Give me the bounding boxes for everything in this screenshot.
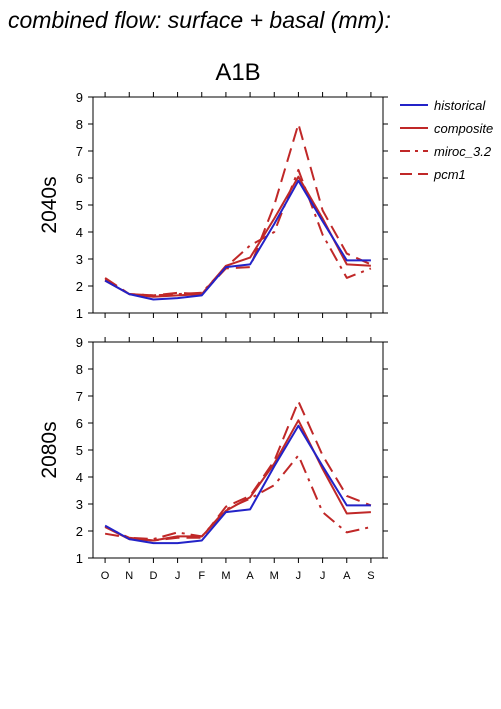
- x-tick-label: F: [198, 570, 205, 582]
- series-line-miroc-3-2: [104, 168, 372, 297]
- panel-2040s: 1 2 3 4 5 6 7 8 9 2040s: [38, 90, 388, 321]
- x-tick-label: N: [125, 570, 133, 582]
- plot-frame: [92, 96, 384, 314]
- y-tick-label: 8: [76, 362, 83, 377]
- x-tick-label: A: [343, 570, 351, 582]
- x-tick-label: A: [246, 570, 254, 582]
- series-line-pcm1: [104, 123, 372, 297]
- y-tick-label: 8: [76, 117, 83, 132]
- legend-label: historical: [434, 98, 486, 113]
- y-tick-label: 7: [76, 144, 83, 159]
- x-tick-label: J: [175, 570, 181, 582]
- series-line-historical: [104, 179, 371, 301]
- y-tick-label: 9: [76, 335, 83, 350]
- x-tick-label: D: [149, 570, 157, 582]
- legend-label: pcm1: [433, 167, 466, 182]
- y-tick-label: 5: [76, 443, 83, 458]
- y-tick-label: 2: [76, 524, 83, 539]
- x-tick-label: J: [320, 570, 326, 582]
- y-tick-label: 6: [76, 171, 83, 186]
- legend-label: composite: [434, 121, 493, 136]
- panel-2080s: 1 2 3 4 5 6 7 8 9 O N D J F M A M J J A S 2080s: [38, 335, 388, 582]
- x-tick-label: S: [367, 570, 374, 582]
- y-tick-label: 1: [76, 306, 83, 321]
- legend: historical composite miroc_3.2 pcm1: [400, 98, 493, 182]
- y-tick-label: 4: [76, 225, 83, 240]
- figure-title: combined flow: surface + basal (mm):: [8, 7, 391, 33]
- series-line-historical: [104, 424, 371, 545]
- y-tick-label: 9: [76, 90, 83, 105]
- y-tick-label: 7: [76, 389, 83, 404]
- x-tick-label: M: [270, 570, 279, 582]
- x-tick-label: O: [101, 570, 110, 582]
- scenario-subtitle: A1B: [215, 59, 260, 86]
- y-tick-label: 5: [76, 198, 83, 213]
- y-tick-label: 4: [76, 470, 83, 485]
- panel-label: 2080s: [38, 421, 61, 478]
- y-tick-label: 3: [76, 497, 83, 512]
- y-tick-label: 3: [76, 252, 83, 267]
- x-tick-label: M: [221, 570, 230, 582]
- series-line-composite: [104, 419, 371, 542]
- panel-label: 2040s: [38, 176, 61, 233]
- y-tick-label: 2: [76, 279, 83, 294]
- legend-label: miroc_3.2: [434, 144, 492, 159]
- y-tick-label: 6: [76, 416, 83, 431]
- y-tick-label: 1: [76, 551, 83, 566]
- x-tick-label: J: [296, 570, 302, 582]
